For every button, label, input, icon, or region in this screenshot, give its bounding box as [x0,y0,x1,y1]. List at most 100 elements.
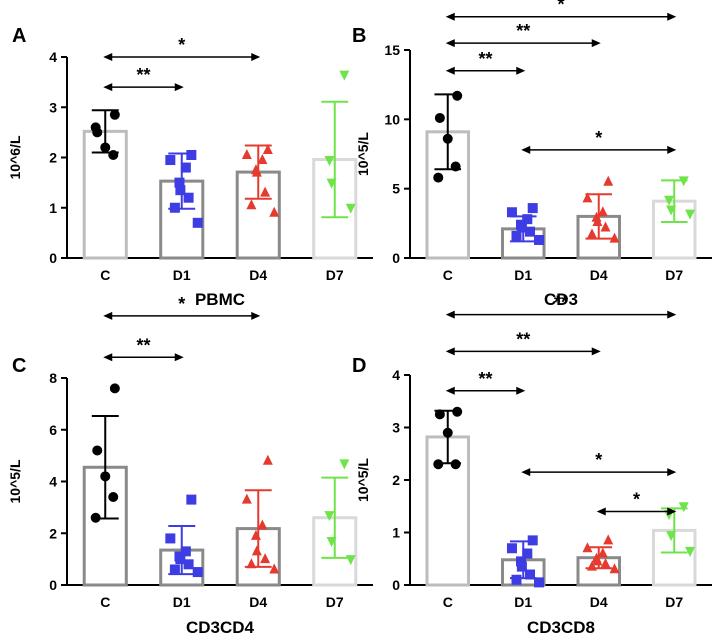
significance-label: * [178,294,185,314]
data-point-C [109,383,120,394]
panel-title: CD3CD4 [186,618,255,637]
arrow-head-left [445,386,455,395]
data-point-D7 [666,205,677,216]
data-point-D1 [180,546,191,557]
data-point-D4 [597,547,608,558]
panel-title: PBMC [195,290,245,309]
x-tick-label: D1 [514,267,532,283]
arrow-head-right [667,468,677,477]
y-tick-label: 15 [384,42,400,58]
data-point-D4 [257,154,268,165]
data-point-D7 [685,209,696,220]
y-tick-label: 2 [49,150,57,166]
y-axis-label: 10^5/L [7,459,23,503]
arrow-head-right [174,353,184,362]
arrow-head-left [445,310,455,319]
y-tick-label: 4 [49,49,57,65]
data-point-D1 [169,564,180,575]
significance-label: ** [554,293,568,313]
significance-label: ** [136,65,150,85]
data-point-D4 [246,199,257,210]
y-axis-label: 10^6/L [7,135,23,179]
arrow-head-left [521,468,531,477]
data-point-D4 [600,558,611,568]
data-point-C [92,445,103,456]
arrow-head-left [596,507,606,516]
data-point-D1 [506,207,517,218]
data-point-D1 [192,567,203,578]
data-point-C [100,471,111,482]
arrow-head-left [445,347,455,356]
data-point-D4 [592,215,603,226]
data-point-D4 [603,175,614,186]
arrow-head-right [667,12,677,21]
data-point-C [100,142,111,153]
y-tick-label: 0 [49,250,57,266]
arrow-head-left [103,353,113,362]
data-point-D1 [534,577,545,588]
data-point-D4 [609,232,620,243]
x-tick-label: C [443,594,453,610]
significance-label: ** [516,329,530,349]
data-point-D7 [324,511,335,522]
data-point-D7 [326,537,337,548]
data-point-D4 [241,493,252,504]
data-point-D4 [603,534,614,545]
data-point-D1 [525,226,536,237]
data-point-D7 [324,156,335,167]
data-point-D1 [186,494,197,505]
data-point-D4 [251,166,262,177]
data-point-D7 [663,195,674,206]
data-point-D1 [192,217,203,228]
x-tick-label: D4 [590,594,608,610]
data-point-C [109,109,120,120]
data-point-D1 [525,569,536,580]
y-tick-label: 0 [49,577,57,593]
arrow-head-left [103,53,113,61]
data-point-D4 [597,206,608,217]
data-point-D1 [527,535,538,546]
x-tick-label: D4 [249,267,267,283]
arrow-head-right [516,386,526,395]
x-tick-label: D1 [173,594,191,610]
y-axis-label: 10^5/L [355,132,371,176]
data-point-C [433,172,444,183]
significance-label: ** [516,21,530,41]
y-tick-label: 4 [392,367,400,383]
data-point-C [433,459,444,470]
data-point-D1 [522,214,533,225]
data-point-D4 [257,519,268,530]
data-point-C [442,133,453,144]
data-point-D4 [262,454,273,465]
data-point-D1 [511,230,522,241]
data-point-D1 [183,559,194,570]
y-tick-label: 4 [49,474,57,490]
data-point-C [434,112,445,123]
data-point-D4 [260,186,271,197]
data-point-D1 [175,554,186,565]
data-point-C [450,161,461,172]
data-point-D4 [269,563,280,574]
x-tick-label: D7 [665,267,683,283]
data-point-D4 [251,545,262,556]
arrow-head-left [445,39,455,48]
x-tick-label: D4 [590,267,608,283]
data-point-C [434,409,445,420]
data-point-D7 [685,546,696,557]
data-point-D1 [511,574,522,585]
arrow-head-right [516,66,526,75]
data-point-D1 [165,533,176,544]
arrow-head-left [445,12,455,21]
data-point-D1 [527,203,538,214]
panel-letter: D [352,355,366,377]
panel-letter: A [12,25,26,47]
significance-label: * [595,450,602,470]
arrow-head-right [591,347,601,356]
data-point-D7 [678,502,689,513]
panel-title: CD3 [544,290,578,309]
data-point-D4 [582,192,593,203]
